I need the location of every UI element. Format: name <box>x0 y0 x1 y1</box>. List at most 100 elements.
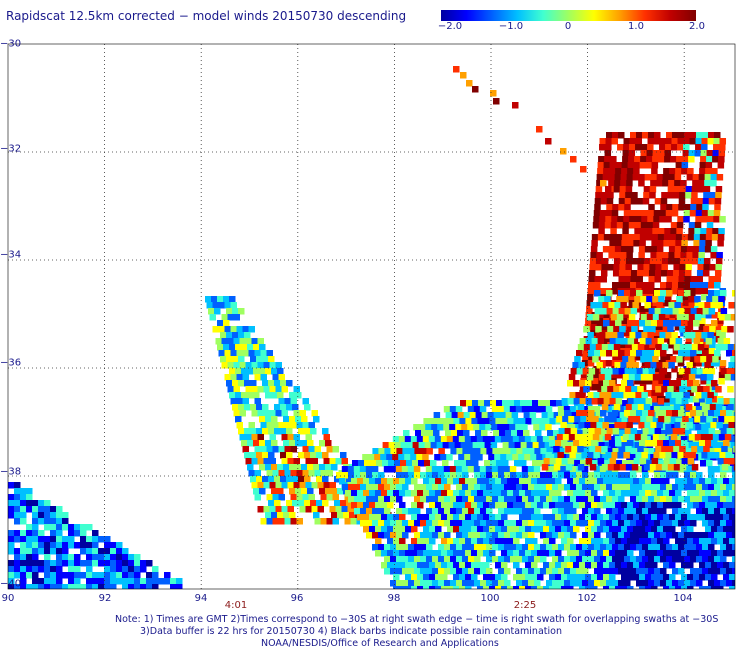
wind-difference-cell <box>552 484 559 491</box>
wind-difference-cell <box>669 526 676 533</box>
wind-difference-cell <box>416 436 424 443</box>
wind-difference-cell <box>719 406 727 413</box>
wind-difference-cell <box>492 532 499 539</box>
wind-difference-cell <box>363 478 370 485</box>
wind-difference-cell <box>588 508 595 515</box>
wind-difference-cell <box>467 466 475 473</box>
wind-difference-cell <box>609 562 616 569</box>
wind-difference-cell <box>308 446 315 453</box>
wind-difference-cell <box>116 542 123 549</box>
wind-difference-cell <box>20 518 27 525</box>
wind-difference-cell <box>14 566 21 573</box>
wind-difference-cell <box>693 538 700 545</box>
wind-difference-cell <box>639 562 646 569</box>
wind-difference-cell <box>717 586 724 589</box>
wind-difference-cell <box>504 448 511 455</box>
wind-difference-cell <box>652 400 659 407</box>
wind-difference-cell <box>576 496 583 503</box>
wind-difference-cell <box>549 440 556 447</box>
wind-difference-cell <box>729 586 735 589</box>
wind-difference-cell <box>716 324 724 331</box>
wind-difference-cell <box>570 520 577 527</box>
wind-difference-cell <box>465 418 472 425</box>
wind-difference-cell <box>684 520 691 527</box>
wind-difference-cell <box>629 216 636 223</box>
wind-difference-cell <box>553 446 560 453</box>
wind-difference-cell <box>675 168 682 175</box>
wind-difference-cell <box>666 276 673 283</box>
wind-difference-cell <box>726 520 733 527</box>
wind-difference-cell <box>578 362 585 369</box>
wind-difference-cell <box>116 566 123 573</box>
wind-difference-cell <box>573 478 580 485</box>
wind-difference-cell <box>660 410 667 417</box>
wind-difference-cell <box>8 536 15 543</box>
wind-difference-cell <box>601 344 609 351</box>
wind-difference-cell <box>543 538 550 545</box>
wind-difference-cell <box>721 464 729 471</box>
wind-difference-cell <box>654 290 661 297</box>
wind-difference-cell <box>140 560 147 567</box>
wind-difference-cell <box>665 424 672 431</box>
wind-difference-cell <box>434 454 441 461</box>
wind-difference-cell <box>636 568 643 575</box>
wind-difference-cell <box>74 572 81 579</box>
wind-difference-cell <box>708 410 715 417</box>
wind-difference-cell <box>718 378 725 385</box>
wind-difference-cell <box>647 288 655 295</box>
wind-difference-cell <box>537 490 544 497</box>
wind-difference-cell <box>612 132 619 139</box>
wind-difference-cell <box>104 566 111 573</box>
wind-difference-cell <box>552 580 559 587</box>
wind-difference-cell <box>366 508 373 515</box>
wind-difference-cell <box>662 436 670 443</box>
wind-difference-cell <box>647 210 655 217</box>
wind-difference-cell <box>549 538 556 545</box>
wind-difference-cell <box>516 508 523 515</box>
wind-difference-cell <box>627 538 634 545</box>
wind-difference-cell <box>606 556 613 563</box>
wind-difference-cell <box>387 502 394 509</box>
wind-difference-cell <box>92 572 99 579</box>
wind-difference-cell <box>56 584 63 589</box>
wind-difference-cell <box>696 472 703 479</box>
wind-difference-cell <box>699 502 706 509</box>
wind-difference-cell <box>618 308 626 315</box>
wind-difference-cell <box>712 296 719 303</box>
wind-difference-cell <box>719 144 726 151</box>
wind-difference-cell <box>507 490 514 497</box>
wind-difference-cell <box>555 490 562 497</box>
wind-difference-cell <box>648 496 655 503</box>
wind-difference-cell <box>712 434 720 441</box>
wind-difference-cell <box>382 460 389 467</box>
wind-difference-cell <box>693 240 700 247</box>
wind-difference-cell <box>644 422 651 429</box>
wind-difference-cell <box>731 466 735 473</box>
wind-difference-cell <box>693 502 700 509</box>
wind-difference-cell <box>626 174 634 181</box>
wind-difference-cell <box>490 400 497 407</box>
wind-difference-cell <box>659 452 666 459</box>
wind-difference-cell <box>552 472 559 479</box>
wind-difference-cell <box>608 436 616 443</box>
wind-difference-cell <box>720 532 727 539</box>
wind-difference-cell <box>218 302 225 309</box>
wind-difference-cell <box>232 404 239 411</box>
wind-difference-cell <box>660 580 667 587</box>
wind-difference-cell <box>453 490 460 497</box>
wind-difference-cell <box>636 580 643 587</box>
wind-difference-cell <box>441 502 448 509</box>
wind-difference-cell <box>525 514 532 521</box>
wind-difference-cell <box>642 428 650 435</box>
wind-difference-cell <box>709 326 716 333</box>
wind-difference-cell <box>683 138 691 145</box>
wind-difference-cell <box>699 574 706 581</box>
wind-difference-cell <box>408 508 415 515</box>
wind-difference-cell <box>610 416 617 423</box>
wind-difference-cell <box>603 380 610 387</box>
wind-difference-cell <box>674 436 682 443</box>
wind-difference-cell <box>104 584 111 589</box>
wind-difference-cell <box>56 542 63 549</box>
wind-difference-cell <box>663 526 670 533</box>
wind-difference-cell <box>80 584 87 589</box>
